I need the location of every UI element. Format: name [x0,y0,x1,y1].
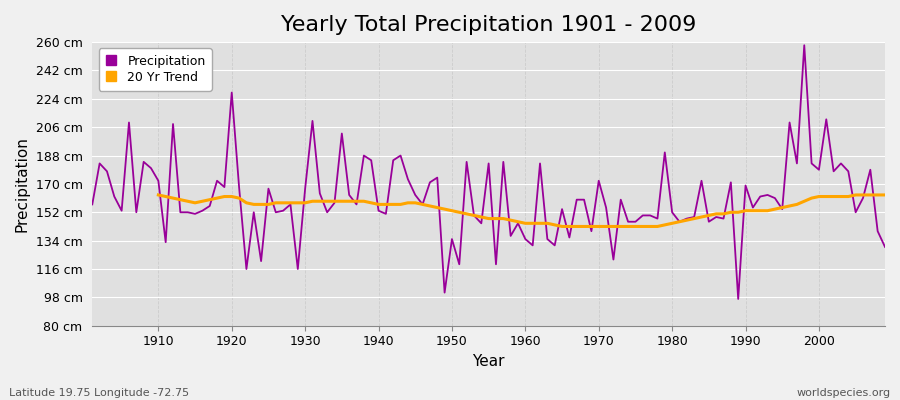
Legend: Precipitation, 20 Yr Trend: Precipitation, 20 Yr Trend [98,48,212,91]
20 Yr Trend [527,221,538,226]
Precipitation [87,202,98,207]
20 Yr Trend [292,200,303,205]
Precipitation [513,221,524,226]
Precipitation [799,43,810,48]
20 Yr Trend [850,192,861,197]
Precipitation [520,237,531,242]
Precipitation [879,244,890,249]
Precipitation [307,118,318,123]
20 Yr Trend [556,224,567,229]
Precipitation [351,202,362,207]
20 Yr Trend [879,192,890,197]
Precipitation [733,296,743,301]
20 Yr Trend [828,194,839,199]
20 Yr Trend [153,192,164,197]
20 Yr Trend [593,224,604,229]
Line: 20 Yr Trend: 20 Yr Trend [158,195,885,226]
Title: Yearly Total Precipitation 1901 - 2009: Yearly Total Precipitation 1901 - 2009 [281,15,697,35]
Text: Latitude 19.75 Longitude -72.75: Latitude 19.75 Longitude -72.75 [9,388,189,398]
Precipitation [146,166,157,170]
Text: worldspecies.org: worldspecies.org [796,388,891,398]
Precipitation [608,257,619,262]
X-axis label: Year: Year [472,354,505,369]
20 Yr Trend [322,199,333,204]
Line: Precipitation: Precipitation [93,45,885,299]
Y-axis label: Precipitation: Precipitation [15,136,30,232]
